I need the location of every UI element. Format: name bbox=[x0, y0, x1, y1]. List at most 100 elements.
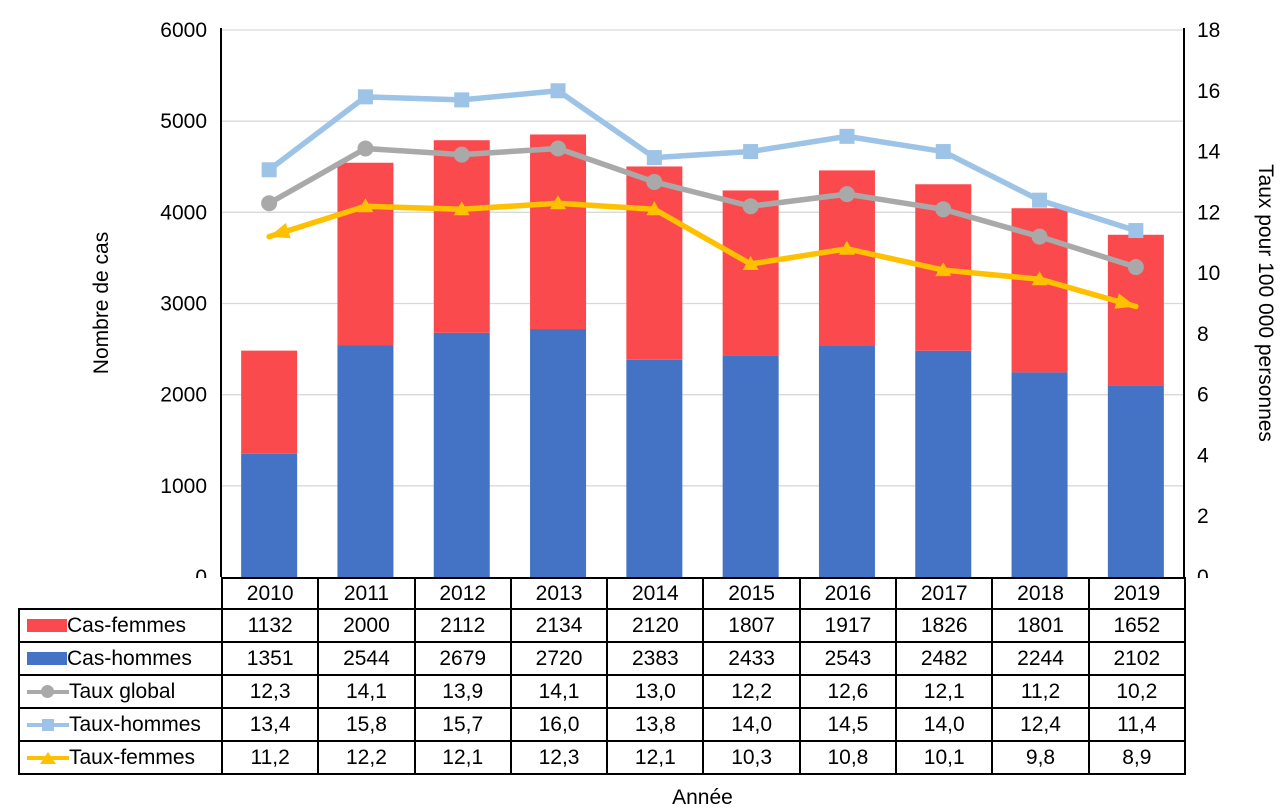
legend-cell-cas-femmes: Cas-femmes bbox=[18, 608, 223, 643]
marker-taux-global-2018 bbox=[1031, 228, 1048, 245]
bar-segment-cas-hommes-2013 bbox=[530, 329, 587, 577]
left-axis-tick-5000: 5000 bbox=[160, 110, 207, 133]
data-table: 2010 2011 2012 2013 2014 2015 2016 2017 2018 2019… bbox=[18, 577, 1186, 775]
bar-segment-cas-femmes-2014 bbox=[626, 166, 683, 360]
marker-taux-hommes-2013 bbox=[550, 83, 566, 99]
right-axis-tick-2: 2 bbox=[1197, 505, 1209, 528]
marker-taux-femmes-2015 bbox=[742, 255, 759, 270]
left-axis-tick-4000: 4000 bbox=[160, 201, 207, 224]
bar-segment-cas-hommes-2017 bbox=[915, 350, 972, 577]
right-axis-tick-4: 4 bbox=[1197, 444, 1209, 467]
legend-label: Taux-femmes bbox=[69, 745, 196, 769]
value-cell-taux-femmes-2013: 12,3 bbox=[509, 740, 609, 775]
legend-line-swatch-icon bbox=[27, 716, 69, 733]
legend-bar-swatch-icon bbox=[27, 619, 67, 632]
marker-taux-femmes-2012 bbox=[453, 201, 470, 216]
bar-segment-cas-hommes-2014 bbox=[626, 359, 683, 577]
marker-taux-hommes-2014 bbox=[646, 150, 662, 166]
value-cell-taux-global-2015: 12,2 bbox=[702, 674, 801, 709]
x-axis-title: Année bbox=[672, 786, 733, 809]
marker-taux-hommes-2019 bbox=[1128, 223, 1144, 239]
legend-label: Cas-hommes bbox=[67, 646, 192, 670]
marker-taux-global-2019 bbox=[1127, 259, 1144, 276]
value-cell-taux-hommes-2010: 13,4 bbox=[220, 707, 320, 742]
value-cell-cas-hommes-2019: 2102 bbox=[1087, 641, 1186, 676]
legend-entry: Cas-femmes bbox=[27, 613, 220, 638]
value-cell-taux-global-2011: 14,1 bbox=[317, 674, 416, 709]
value-cell-taux-hommes-2014: 13,8 bbox=[606, 707, 705, 742]
legend-cell-cas-hommes: Cas-hommes bbox=[18, 641, 223, 676]
bar-segment-cas-hommes-2019 bbox=[1107, 385, 1164, 577]
right-axis-tick-6: 6 bbox=[1197, 384, 1209, 407]
value-cell-taux-global-2013: 14,1 bbox=[509, 674, 609, 709]
value-cell-taux-global-2010: 12,3 bbox=[220, 674, 320, 709]
value-cell-cas-femmes-2010: 1132 bbox=[220, 608, 320, 643]
table-corner-blank bbox=[19, 578, 222, 609]
combo-chart: 0 1000 2000 3000 4000 5000 6000 0 2 4 6 8 10 12 14 16 18… bbox=[90, 19, 1277, 578]
right-axis-tick-14: 14 bbox=[1197, 141, 1221, 164]
legend-entry: Taux-hommes bbox=[27, 713, 220, 737]
value-cell-cas-femmes-2014: 2120 bbox=[606, 608, 705, 643]
marker-taux-hommes-2018 bbox=[1032, 192, 1048, 208]
value-cell-taux-global-2017: 12,1 bbox=[895, 674, 994, 709]
marker-taux-global-2012 bbox=[453, 146, 470, 163]
legend-line-swatch-icon bbox=[27, 749, 69, 766]
marker-taux-global-2015 bbox=[742, 198, 759, 215]
value-cell-taux-femmes-2015: 10,3 bbox=[702, 740, 801, 775]
left-axis-tick-1000: 1000 bbox=[160, 475, 207, 498]
value-cell-taux-femmes-2011: 12,2 bbox=[317, 740, 416, 775]
year-cell-2011: 2011 bbox=[317, 577, 416, 610]
marker-taux-hommes-2011 bbox=[357, 89, 373, 105]
bar-segment-cas-femmes-2019 bbox=[1107, 234, 1164, 386]
year-cell-2018: 2018 bbox=[991, 577, 1090, 610]
legend-cell-taux-global: Taux global bbox=[18, 674, 223, 709]
legend-line-swatch-icon bbox=[27, 683, 69, 700]
value-cell-taux-femmes-2019: 8,9 bbox=[1087, 740, 1186, 775]
table-row-taux-femmes: Taux-femmes 11,2 12,2 12,1 12,3 12,1 10,3 10,8 1… bbox=[18, 740, 1186, 775]
marker-taux-global-2010 bbox=[261, 195, 278, 212]
marker-taux-femmes-2014 bbox=[646, 201, 663, 216]
table-row-cas-hommes: Cas-hommes 1351 2544 2679 2720 2383 2433 2543 24… bbox=[18, 641, 1186, 676]
value-cell-cas-femmes-2012: 2112 bbox=[413, 608, 512, 643]
table-row-cas-femmes: Cas-femmes 1132 2000 2112 2134 2120 1807 1917 18… bbox=[18, 608, 1186, 643]
legend-cell-taux-femmes: Taux-femmes bbox=[18, 740, 223, 775]
value-cell-cas-hommes-2018: 2244 bbox=[991, 641, 1090, 676]
left-axis-tick-2000: 2000 bbox=[160, 384, 207, 407]
right-axis-tick-16: 16 bbox=[1197, 80, 1220, 103]
value-cell-cas-femmes-2018: 1801 bbox=[991, 608, 1090, 643]
bar-segment-cas-hommes-2012 bbox=[433, 332, 490, 577]
square-marker-icon bbox=[42, 719, 54, 731]
value-cell-taux-global-2016: 12,6 bbox=[798, 674, 898, 709]
value-cell-taux-hommes-2015: 14,0 bbox=[702, 707, 801, 742]
year-cell-2017: 2017 bbox=[895, 577, 994, 610]
marker-taux-hommes-2016 bbox=[839, 128, 855, 144]
value-cell-cas-hommes-2016: 2543 bbox=[798, 641, 898, 676]
legend-label: Cas-femmes bbox=[67, 613, 187, 637]
value-cell-cas-hommes-2017: 2482 bbox=[895, 641, 994, 676]
year-header-row: 2010 2011 2012 2013 2014 2015 2016 2017 2018 2019 bbox=[19, 577, 1186, 610]
year-cell-2010: 2010 bbox=[220, 577, 320, 610]
value-cell-cas-femmes-2011: 2000 bbox=[317, 608, 416, 643]
left-axis-tick-0: 0 bbox=[195, 566, 207, 578]
bar-segment-cas-hommes-2011 bbox=[337, 345, 394, 577]
year-cell-2015: 2015 bbox=[702, 577, 801, 610]
triangle-marker-icon bbox=[40, 751, 56, 764]
value-cell-cas-femmes-2019: 1652 bbox=[1087, 608, 1186, 643]
marker-taux-global-2016 bbox=[838, 186, 855, 203]
value-cell-taux-global-2012: 13,9 bbox=[413, 674, 512, 709]
table-row-taux-global: Taux global 12,3 14,1 13,9 14,1 13,0 12,2 12,6 1… bbox=[18, 674, 1186, 709]
left-axis-tick-3000: 3000 bbox=[160, 293, 207, 316]
marker-taux-hommes-2012 bbox=[454, 92, 470, 108]
legend-entry: Taux global bbox=[27, 680, 220, 704]
value-cell-cas-hommes-2015: 2433 bbox=[702, 641, 801, 676]
value-cell-cas-femmes-2016: 1917 bbox=[798, 608, 898, 643]
value-cell-taux-femmes-2018: 9,8 bbox=[991, 740, 1090, 775]
right-axis-tick-8: 8 bbox=[1197, 323, 1209, 346]
bar-segment-cas-femmes-2011 bbox=[337, 162, 394, 346]
marker-taux-global-2017 bbox=[935, 201, 952, 218]
bar-segment-cas-femmes-2013 bbox=[530, 134, 587, 330]
marker-taux-femmes-2013 bbox=[550, 195, 567, 210]
bar-segment-cas-hommes-2016 bbox=[818, 345, 875, 577]
marker-taux-femmes-2011 bbox=[357, 198, 374, 213]
